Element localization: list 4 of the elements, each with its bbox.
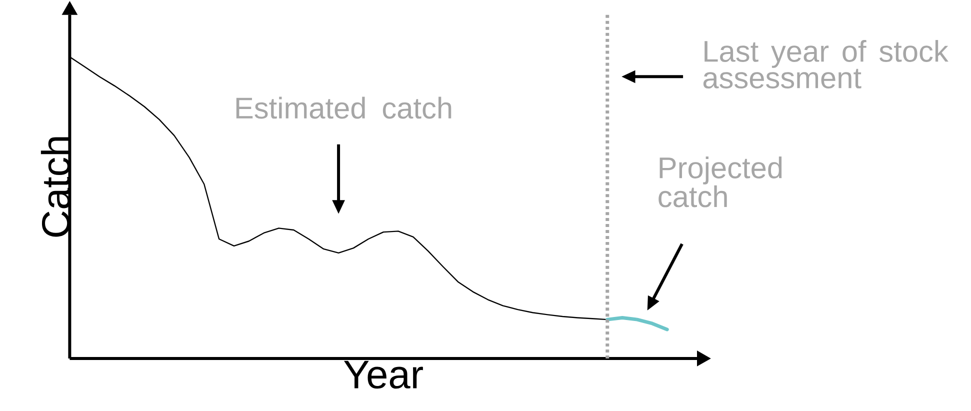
x-axis-title: Year: [344, 360, 423, 389]
annotation: Estimated catch: [236, 96, 452, 119]
annotation: Projected catch: [658, 156, 782, 208]
text: Last year of stock assessment: [703, 40, 948, 88]
